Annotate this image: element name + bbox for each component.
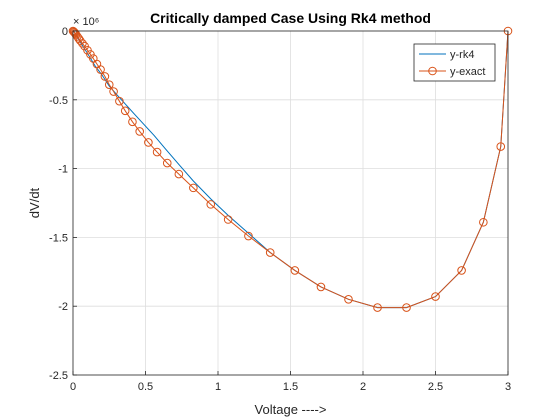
data-point-y-exact [109,87,118,96]
data-point-y-exact [402,303,411,312]
data-point-y-exact [265,248,275,257]
data-point-y-exact [206,200,216,209]
data-point-y-exact [152,147,162,157]
y-tick-label: -2 [58,301,68,313]
data-point-y-exact [100,72,110,81]
x-tick-label: 0 [70,381,76,393]
chart-title: Critically damped Case Using Rk4 method [150,10,431,26]
legend-label-y-rk4: y-rk4 [450,49,474,61]
data-point-y-exact [75,36,85,45]
x-tick-label: 1 [215,381,221,393]
data-point-y-exact [431,292,440,301]
y-axis-label: dV/dt [27,187,42,218]
x-tick-label: 2 [360,381,366,393]
data-point-y-exact [162,158,172,168]
data-point-y-exact [135,127,144,136]
data-point-y-exact [120,106,130,116]
y-tick-label: 0 [62,26,68,38]
legend-label-y-exact: y-exact [450,66,485,78]
y-axis-exponent: × 10⁶ [73,16,99,28]
data-point-y-exact [104,80,114,89]
data-point-y-exact [244,231,253,241]
data-point-y-exact [457,266,466,275]
data-point-y-exact [78,39,87,48]
data-point-y-exact [223,215,233,224]
legend-marker-y-exact [428,66,437,76]
y-tick-label: -1.5 [49,232,68,244]
ticks: 0 0.5 1 1.5 2 2.5 3 0 -0.5 -1 -1.5 -2 -2.5 [49,26,511,393]
x-tick-label: 2.5 [428,381,443,393]
data-point-y-exact [479,217,488,227]
data-point-y-exact [115,96,124,106]
x-tick-label: 3 [505,381,511,393]
data-point-y-exact [496,142,506,151]
legend: y-rk4 y-exact [413,43,496,82]
data-point-y-exact [290,266,300,275]
x-tick-label: 1.5 [283,381,298,393]
data-point-y-exact [316,282,326,292]
data-point-y-exact [96,65,105,74]
x-axis-label: Voltage ----> [255,402,327,417]
data-point-y-exact [189,183,198,193]
data-point-y-exact [174,169,184,179]
y-tick-label: -0.5 [49,95,68,107]
y-tick-label: -2.5 [49,370,68,382]
data-point-y-exact [373,303,382,312]
data-point-y-exact [144,138,153,147]
x-tick-label: 0.5 [138,381,153,393]
data-point-y-exact [128,117,137,127]
data-point-y-exact [344,295,353,304]
y-tick-label: -1 [58,164,68,176]
legend-box [413,43,496,82]
